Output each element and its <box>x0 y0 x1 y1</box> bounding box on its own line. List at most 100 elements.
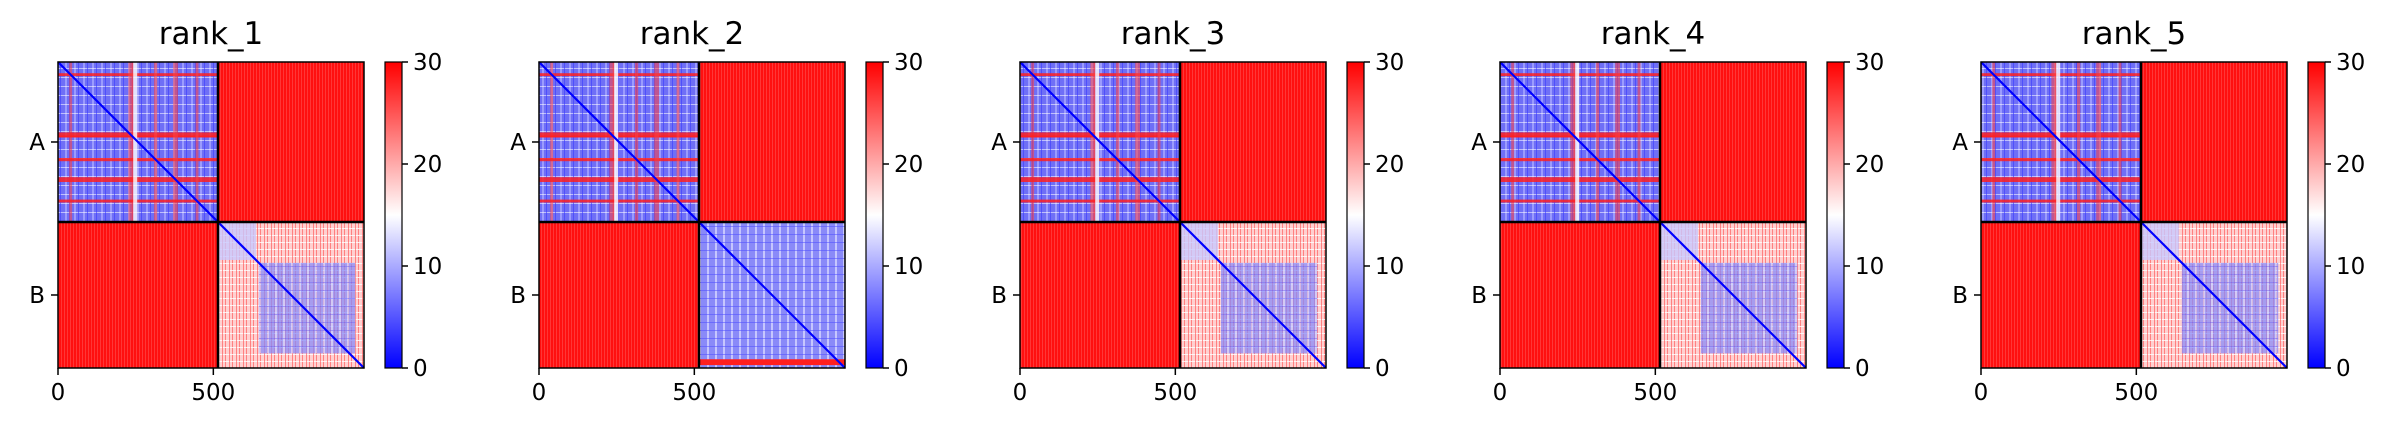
block-A-band-v <box>654 62 659 222</box>
block-A-band-v <box>2096 62 2101 222</box>
x-tick-label: 500 <box>1633 380 1677 406</box>
block-A-band-v <box>1031 62 1035 222</box>
block-A-band-v <box>1570 62 1576 222</box>
block-A-white-line <box>2056 62 2061 222</box>
block-A-band-v <box>69 62 73 222</box>
block-A-band-h <box>539 199 699 203</box>
block-A-band-v <box>1615 62 1620 222</box>
block-A-band-v <box>1115 62 1120 222</box>
y-tick-label-chain-A: A <box>991 130 1007 156</box>
colorbar-tick-label: 0 <box>1855 356 1870 382</box>
block-A-white-line <box>614 62 619 222</box>
block-A-band-h <box>1500 157 1660 162</box>
block-A-band-h <box>1020 132 1180 138</box>
colorbar-tick-label: 20 <box>1375 152 1404 178</box>
block-A-band-v <box>612 62 615 222</box>
y-tick-label-chain-A: A <box>29 130 45 156</box>
block-A-band-v <box>1992 62 1996 222</box>
colorbar-tick-label: 20 <box>2336 152 2365 178</box>
colorbar-tick-label: 0 <box>894 356 909 382</box>
block-A-band-v <box>609 62 615 222</box>
block-A-band-h <box>1981 135 2141 138</box>
block-A-band-h <box>1020 135 1180 138</box>
block-A-band-v <box>1511 62 1515 222</box>
block-A-band-v <box>195 62 199 222</box>
block-A-band-h <box>1981 132 2141 138</box>
heatmap-panel-rank_5: rank_5 A B 0 500 0 10 20 30 <box>1952 16 2365 406</box>
heatmap-frame <box>1499 61 1807 369</box>
x-tick-label: 500 <box>191 380 235 406</box>
colorbar <box>1346 61 1365 369</box>
panel-title: rank_5 <box>2082 16 2187 52</box>
x-tick-label: 500 <box>672 380 716 406</box>
x-tick-label: 500 <box>1153 380 1197 406</box>
block-A-band-h <box>539 132 699 138</box>
block-A-band-v <box>1093 62 1096 222</box>
colorbar-tick-label: 0 <box>2336 356 2351 382</box>
block-A-band-v <box>153 62 158 222</box>
x-tick-label: 500 <box>2114 380 2158 406</box>
block-A-band-h <box>539 73 699 77</box>
colorbar <box>865 61 884 369</box>
x-tick-label: 0 <box>1493 380 1508 406</box>
block-A-band-h <box>58 132 218 138</box>
colorbar-tick-label: 0 <box>413 356 428 382</box>
block-A-band-v <box>1157 62 1161 222</box>
heatmap-frame <box>538 61 846 369</box>
block-A-band-v <box>1595 62 1600 222</box>
colorbar-tick-label: 30 <box>2336 50 2365 76</box>
y-tick-label-chain-B: B <box>29 283 45 309</box>
heatmap-diagonal <box>57 61 365 369</box>
block-A-band-h <box>1500 132 1660 138</box>
colorbar-tick-label: 10 <box>413 254 442 280</box>
block-A-band-v <box>2118 62 2122 222</box>
colorbar-tick-label: 20 <box>894 152 923 178</box>
colorbar-tick-label: 30 <box>1375 50 1404 76</box>
block-A-band-v <box>2076 62 2081 222</box>
block-A-band-h <box>1020 177 1180 182</box>
block-A-band-h <box>1981 157 2141 162</box>
colorbar-tick-label: 30 <box>894 50 923 76</box>
block-A-band-v <box>550 62 554 222</box>
block-A-band-v <box>634 62 639 222</box>
block-A-band-h <box>1020 199 1180 203</box>
block-A-band-h <box>1981 177 2141 182</box>
colorbar <box>2307 61 2326 369</box>
colorbar-tick-label: 10 <box>894 254 923 280</box>
colorbar <box>1826 61 1845 369</box>
x-tick-label: 0 <box>1974 380 1989 406</box>
heatmap-panel-rank_3: rank_3 A B 0 500 0 10 20 30 <box>991 16 1404 406</box>
y-tick-label-chain-B: B <box>991 283 1007 309</box>
colorbar-tick-label: 10 <box>1375 254 1404 280</box>
colorbar-tick-label: 20 <box>1855 152 1884 178</box>
heatmap-panel-rank_2: rank_2 A B 0 500 0 10 20 30 <box>510 16 923 406</box>
block-A-band-h <box>1020 157 1180 162</box>
block-A-band-h <box>58 73 218 77</box>
heatmap-panel-rank_1: rank_1 A B 0 500 0 10 20 30 <box>29 16 442 406</box>
block-A-band-v <box>1573 62 1576 222</box>
block-A-band-h <box>58 177 218 182</box>
block-A-band-h <box>1500 177 1660 182</box>
heatmap-diagonal <box>1499 61 1807 369</box>
heatmap-panel-rank_4: rank_4 A B 0 500 0 10 20 30 <box>1471 16 1884 406</box>
heatmap-frame <box>57 61 365 369</box>
heatmap-diagonal <box>1980 61 2288 369</box>
panel-title: rank_3 <box>1121 16 1226 52</box>
x-tick-label: 0 <box>51 380 66 406</box>
block-A-band-h <box>58 199 218 203</box>
panel-title: rank_4 <box>1601 16 1706 52</box>
block-A-band-v <box>676 62 680 222</box>
block-A-band-v <box>173 62 178 222</box>
block-B-band <box>698 359 845 366</box>
colorbar-tick-label: 10 <box>2336 254 2365 280</box>
block-A-band-h <box>1500 135 1660 138</box>
colorbar-tick-label: 10 <box>1855 254 1884 280</box>
heatmap-diagonal <box>538 61 846 369</box>
x-tick-label: 0 <box>532 380 547 406</box>
colorbar-tick-label: 30 <box>1855 50 1884 76</box>
y-tick-label-chain-B: B <box>1471 283 1487 309</box>
block-A-band-h <box>1981 73 2141 77</box>
block-A-band-h <box>58 135 218 138</box>
block-A-band-h <box>58 157 218 162</box>
